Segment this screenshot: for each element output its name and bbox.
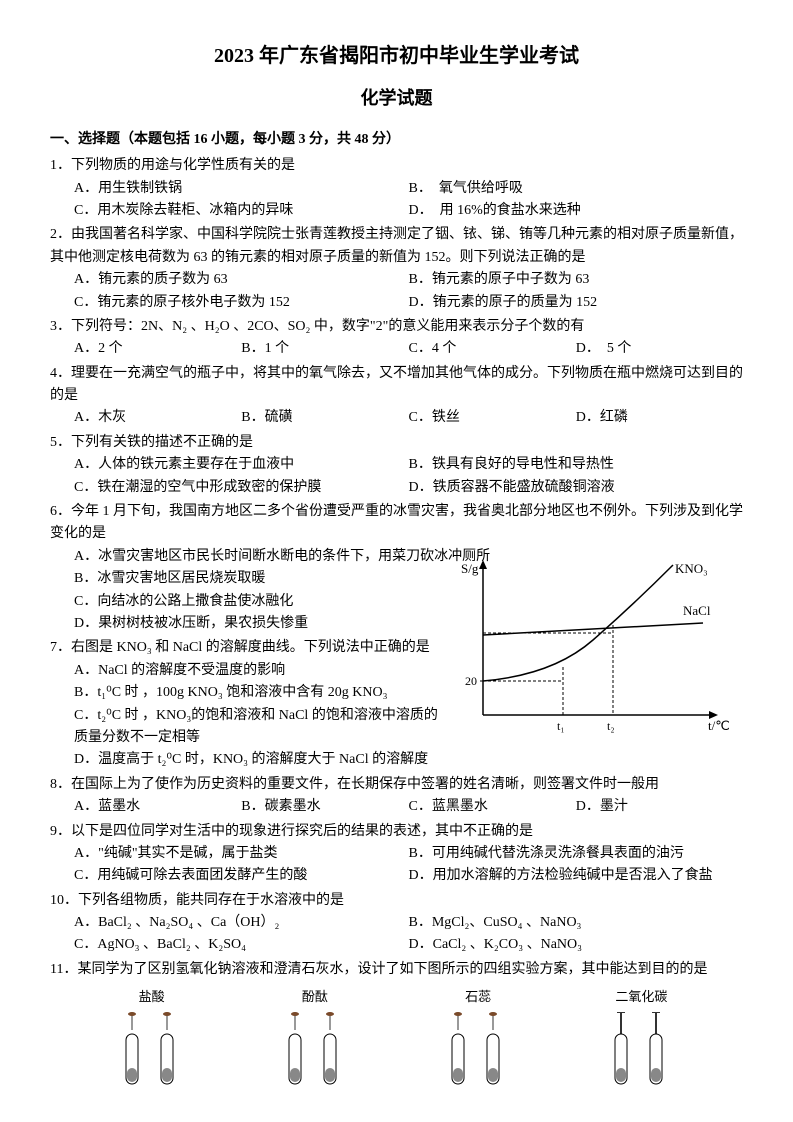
q11-group-a: 盐酸 [82,987,222,1100]
q1-opt-d: D． 用 16%的食盐水来选种 [409,200,744,222]
q3-opt-b: B．1 个 [241,338,408,360]
q4-opt-a: A．木灰 [74,407,241,429]
q9-opt-c: C．用纯碱可除去表面团发酵产生的酸 [74,865,409,887]
q7-opt-a: A．NaCl 的溶解度不受温度的影响 [50,660,450,682]
q9-opt-b: B．可用纯碱代替洗涤灵洗涤餐具表面的油污 [409,843,744,865]
chart-xtick-t1: t₁ [557,719,565,733]
q11-label-c: 石蕊 [408,987,548,1008]
test-tube-gas-pair-icon [591,1012,691,1092]
q5-opt-a: A．人体的铁元素主要存在于血液中 [74,454,409,476]
q11-stem: 11．某同学为了区别氢氧化钠溶液和澄清石灰水，设计了如下图所示的四组实验方案，其… [50,959,743,981]
q1-opt-b: B． 氧气供给呼吸 [409,178,744,200]
q8-opt-b: B．碳素墨水 [241,796,408,818]
q4-opt-b: B．硫磺 [241,407,408,429]
q9-opt-d: D．用加水溶解的方法检验纯碱中是否混入了食盐 [409,865,744,887]
q10-stem: 10．下列各组物质，能共同存在于水溶液中的是 [50,890,743,912]
section-1-header: 一、选择题（本题包括 16 小题，每小题 3 分，共 48 分） [50,129,743,151]
q1-opt-c: C．用木炭除去鞋柜、冰箱内的异味 [74,200,409,222]
q4-opt-d: D．红磷 [576,407,743,429]
q3-opt-d: D． 5 个 [576,338,743,360]
chart-ytick-20: 20 [465,674,477,688]
q9-stem: 9．以下是四位同学对生活中的现象进行探究后的结果的表述，其中不正确的是 [50,821,743,843]
q11-group-d: 二氧化碳 [571,987,711,1100]
q6-opt-c: C．向结冰的公路上撒食盐使冰融化 [50,591,450,613]
question-11: 11．某同学为了区别氢氧化钠溶液和澄清石灰水，设计了如下图所示的四组实验方案，其… [50,959,743,1101]
q4-opt-c: C．铁丝 [409,407,576,429]
question-10: 10．下列各组物质，能共同存在于水溶液中的是 A．BaCl₂ 、Na₂SO₄ 、… [50,890,743,957]
q11-group-b: 酚酞 [245,987,385,1100]
q5-opt-b: B．铁具有良好的导电性和导热性 [409,454,744,476]
q6-opt-d: D．果树树枝被冰压断，果农损失惨重 [50,613,450,635]
question-1: 1．下列物质的用途与化学性质有关的是 A．用生铁制铁锅 B． 氧气供给呼吸 C．… [50,155,743,222]
question-9: 9．以下是四位同学对生活中的现象进行探究后的结果的表述，其中不正确的是 A．"纯… [50,821,743,888]
question-5: 5．下列有关铁的描述不正确的是 A．人体的铁元素主要存在于血液中 B．铁具有良好… [50,432,743,499]
q10-opt-c: C．AgNO₃ 、BaCl₂ 、K₂SO₄ [74,934,409,956]
q6-stem: 6．今年 1 月下旬，我国南方地区二多个省份遭受严重的冰雪灾害，我省奥北部分地区… [50,501,743,546]
q5-opt-c: C．铁在潮湿的空气中形成致密的保护膜 [74,477,409,499]
q2-opt-a: A．铕元素的质子数为 63 [74,269,409,291]
q1-opt-a: A．用生铁制铁锅 [74,178,409,200]
q10-opt-a: A．BaCl₂ 、Na₂SO₄ 、Ca（OH）₂ [74,912,409,934]
chart-xtick-t2: t₂ [607,719,615,733]
test-tube-pair-icon [428,1012,528,1092]
question-2: 2．由我国著名科学家、中国科学院院士张青莲教授主持测定了铟、铱、锑、铕等几种元素… [50,224,743,314]
chart-kno3-label: KNO₃ [675,561,708,576]
q1-stem: 1．下列物质的用途与化学性质有关的是 [50,155,743,177]
q4-stem: 4．理要在一充满空气的瓶子中，将其中的氧气除去，又不增加其他气体的成分。下列物质… [50,363,743,408]
q5-opt-d: D．铁质容器不能盛放硫酸铜溶液 [409,477,744,499]
test-tube-pair-icon [265,1012,365,1092]
q3-opt-a: A．2 个 [74,338,241,360]
q2-opt-b: B．铕元素的原子中子数为 63 [409,269,744,291]
chart-x-label: t/℃ [708,718,730,733]
q7-stem: 7．右图是 KNO₃ 和 NaCl 的溶解度曲线。下列说法中正确的是 [50,637,450,659]
exam-subject: 化学试题 [50,84,743,113]
question-4: 4．理要在一充满空气的瓶子中，将其中的氧气除去，又不增加其他气体的成分。下列物质… [50,363,743,430]
q3-stem: 3．下列符号：2N、N₂ 、H₂O 、2CO、SO₂ 中，数字"2"的意义能用来… [50,316,743,338]
q11-diagram-row: 盐酸 酚酞 [50,987,743,1100]
q11-group-c: 石蕊 [408,987,548,1100]
q2-opt-c: C．铕元素的原子核外电子数为 152 [74,292,409,314]
test-tube-pair-icon [102,1012,202,1092]
q3-opt-c: C．4 个 [409,338,576,360]
q2-stem: 2．由我国著名科学家、中国科学院院士张青莲教授主持测定了铟、铱、锑、铕等几种元素… [50,224,743,269]
q11-label-a: 盐酸 [82,987,222,1008]
question-8: 8．在国际上为了使作为历史资料的重要文件，在长期保存中签署的姓名清晰，则签署文件… [50,774,743,819]
q11-label-d: 二氧化碳 [571,987,711,1008]
q8-opt-d: D．墨汁 [576,796,743,818]
q11-label-b: 酚酞 [245,987,385,1008]
q6-opt-b: B．冰雪灾害地区居民烧炭取暖 [50,568,450,590]
q7-opt-d: D．温度高于 t₂⁰C 时，KNO₃ 的溶解度大于 NaCl 的溶解度 [50,749,743,771]
chart-y-label: S/g [461,561,479,576]
q10-opt-b: B．MgCl₂、CuSO₄ 、NaNO₃ [409,912,744,934]
solubility-chart: S/g t/℃ 20 NaCl KNO₃ t₁ t₂ [453,555,733,745]
q8-opt-a: A．蓝墨水 [74,796,241,818]
q9-opt-a: A．"纯碱"其实不是碱，属于盐类 [74,843,409,865]
q8-opt-c: C．蓝黑墨水 [409,796,576,818]
question-3: 3．下列符号：2N、N₂ 、H₂O 、2CO、SO₂ 中，数字"2"的意义能用来… [50,316,743,361]
exam-title: 2023 年广东省揭阳市初中毕业生学业考试 [50,40,743,72]
chart-nacl-label: NaCl [683,603,711,618]
q8-stem: 8．在国际上为了使作为历史资料的重要文件，在长期保存中签署的姓名清晰，则签署文件… [50,774,743,796]
q5-stem: 5．下列有关铁的描述不正确的是 [50,432,743,454]
q7-opt-c: C．t₂⁰C 时 ，KNO₃的饱和溶液和 NaCl 的饱和溶液中溶质的质量分数不… [50,705,450,750]
q7-opt-b: B．t₁⁰C 时 ，100g KNO₃ 饱和溶液中含有 20g KNO₃ [50,682,450,704]
q10-opt-d: D．CaCl₂ 、K₂CO₃ 、NaNO₃ [409,934,744,956]
q2-opt-d: D．铕元素的原子的质量为 152 [409,292,744,314]
